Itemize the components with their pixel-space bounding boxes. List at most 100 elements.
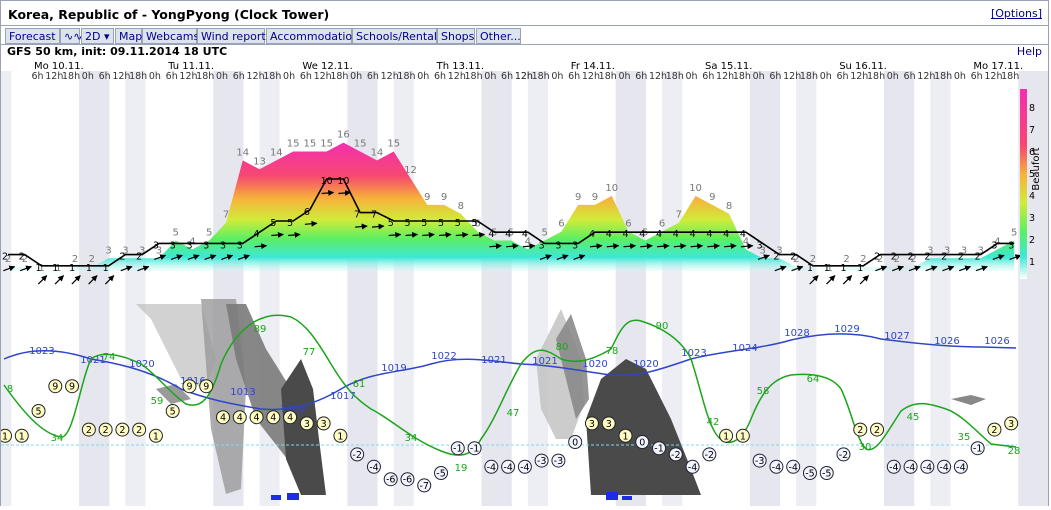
wind-arrow [640,243,653,250]
hour-label: 12h [582,71,600,82]
hour-label: 0h [216,71,228,82]
temperature-bubble [1004,416,1019,431]
temperature-value: 0 [639,438,645,449]
wind-arrow [388,231,402,238]
gust-value: 2 [810,254,816,265]
temperature-value: 9 [52,382,58,393]
gust-area-fill [8,142,1015,277]
temperature-bubble [836,447,851,462]
gust-value: 6 [625,219,631,230]
night-band [481,71,512,506]
wind-speed-value: 2 [874,252,880,263]
wind-arrow [405,231,419,238]
temperature-bubble [987,422,1002,437]
temperature-value: 2 [103,425,109,436]
wind-speed-value: 3 [186,240,192,251]
gust-value: 5 [206,228,212,239]
wind-speed-value: 1 [69,263,75,274]
wind-arrow [54,275,64,285]
gust-value: 4 [743,236,749,247]
wind-speed-value: 6 [304,207,310,218]
day-label: Fr 14.11. [571,61,615,72]
wind-arrow [673,243,687,250]
wind-speed-value: 1 [103,263,109,274]
tab-2d-dropdown[interactable]: 2D ▾ [81,28,114,44]
wind-speed-polyline [8,178,1015,267]
pressure-value: 1013 [230,387,255,398]
night-band [347,71,378,506]
gust-value: 8 [458,201,464,212]
temperature-bubble [635,435,650,449]
wind-arrow [71,275,81,285]
tab-wind-reports[interactable]: Wind reports [197,28,271,44]
hour-label: 6h [702,71,714,82]
pressure-value: 1026 [934,336,959,347]
hour-label: 0h [484,71,496,82]
wind-speed-value: 5 [404,218,410,229]
humidity-value: 35 [958,432,971,443]
tab-webcams[interactable]: Webcams [142,28,199,44]
wind-speed-value: 4 [254,229,260,240]
temperature-value: -2 [671,450,680,461]
tab-shops[interactable]: Shops [437,28,475,44]
hour-label: 18h [867,71,885,82]
gust-value: 2 [910,254,916,265]
gust-value: 4 [994,236,1000,247]
wind-arrow [859,275,869,285]
hour-label: 18h [263,71,281,82]
tab-forecast[interactable]: Forecast [5,28,60,44]
tab-other[interactable]: Other... [476,28,521,44]
temperature-bubble [702,447,717,462]
humidity-polyline [3,314,1017,456]
precip-bar [606,492,618,500]
temperature-bubble [98,422,113,437]
gust-value: 9 [709,192,715,203]
model-info-bar: GFS 50 km, init: 09.11.2014 18 UTC Help [0,45,1049,59]
temperature-bubble [752,453,767,468]
gust-value: 15 [354,139,367,150]
humidity-value: 78 [606,346,619,357]
gust-value: 15 [287,139,300,150]
humidity-value: 80 [556,342,569,353]
wind-speed-value: 1 [841,263,847,274]
wind-speed-value: 5 [388,218,394,229]
temperature-bubble [450,441,465,456]
wind-arrow [254,243,268,250]
temperature-bubble [383,472,398,487]
temperature-bubble [584,416,599,431]
mid-cloud-shape [556,314,589,419]
tab-accommodation[interactable]: Accommodation [266,28,359,44]
tab-schools-rentals[interactable]: Schools/Rentals [352,28,443,44]
hour-label: 12h [850,71,868,82]
temperature-value: 9 [203,382,209,393]
tab-meteogram[interactable]: ∿∿ [60,28,82,44]
temperature-value: -1 [654,444,663,455]
options-link[interactable]: [Options] [990,7,1042,20]
help-link[interactable]: Help [1016,45,1042,58]
pressure-value: 1028 [784,328,809,339]
wind-speed-value: 2 [924,252,930,263]
wind-speed-value: 3 [539,240,545,251]
wind-arrow [104,275,115,285]
hour-label: 6h [836,71,848,82]
hour-label: 12h [515,71,533,82]
beaufort-scale: Beaufort [1020,89,1042,279]
tab-map[interactable]: Map [115,28,142,44]
temperature-bubble [333,428,348,443]
gust-value: 14 [270,147,283,158]
hour-label: 0h [753,71,765,82]
temperature-value: 2 [119,425,125,436]
hour-label: 6h [32,71,44,82]
temperature-value: -3 [554,456,563,467]
day-label: We 12.11. [302,61,352,72]
wind-speed-value: 5 [270,218,276,229]
temperature-bubble [316,416,331,431]
humidity-value: 74 [103,352,116,363]
hour-label: 6h [501,71,513,82]
pressure-polyline [3,333,1017,411]
hour-label: 12h [381,71,399,82]
wind-arrow [338,189,351,196]
temperature-value: -4 [487,462,496,473]
wind-speed-value: 5 [287,218,293,229]
